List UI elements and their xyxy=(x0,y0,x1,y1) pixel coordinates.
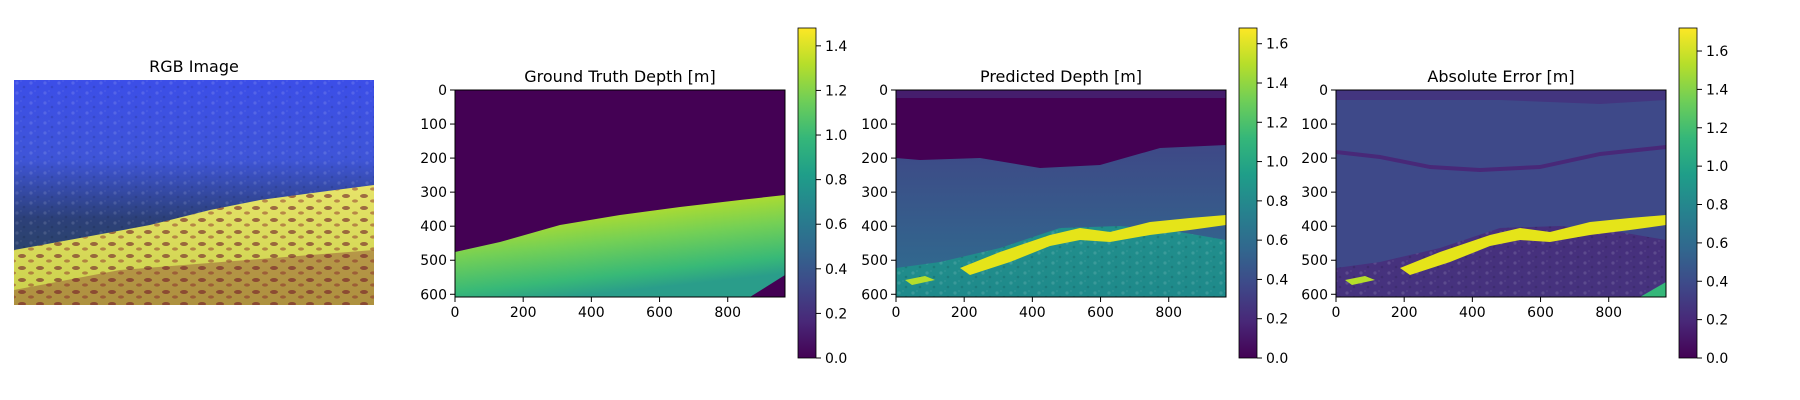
colorbar-tick-label: 0.4 xyxy=(1266,272,1288,288)
pred-y-ticks: 0 100 200 300 400 500 600 xyxy=(861,83,896,303)
err-heatmap xyxy=(1336,90,1666,297)
colorbar-tick-label: 0.2 xyxy=(1706,313,1728,329)
y-tick-label: 600 xyxy=(861,287,888,303)
colorbar-tick-label: 0.4 xyxy=(825,262,847,278)
y-tick-label: 0 xyxy=(879,83,888,99)
x-tick-label: 800 xyxy=(1595,305,1622,321)
colorbar-tick-label: 1.6 xyxy=(1706,44,1728,60)
y-tick-label: 500 xyxy=(1301,253,1328,269)
rgb-image xyxy=(14,80,374,305)
x-tick-label: 800 xyxy=(714,305,741,321)
x-tick-label: 600 xyxy=(646,305,673,321)
colorbar-tick-label: 1.2 xyxy=(1706,121,1728,137)
colorbar-tick-label: 1.0 xyxy=(1706,159,1728,175)
rgb-title: RGB Image xyxy=(149,57,239,76)
colorbar-tick-label: 1.4 xyxy=(825,39,847,55)
y-tick-label: 300 xyxy=(420,185,447,201)
x-tick-label: 400 xyxy=(578,305,605,321)
x-tick-label: 200 xyxy=(951,305,978,321)
gt-colorbar xyxy=(797,27,817,359)
x-tick-label: 600 xyxy=(1087,305,1114,321)
panel-ground-truth: Ground Truth Depth [m] 0 200 400 600 800 0 10… xyxy=(420,27,847,367)
y-tick-label: 400 xyxy=(420,219,447,235)
y-tick-label: 0 xyxy=(438,83,447,99)
x-tick-label: 200 xyxy=(1391,305,1418,321)
colorbar-tick-label: 0.6 xyxy=(1266,233,1288,249)
gt-heatmap xyxy=(455,90,785,297)
gt-title: Ground Truth Depth [m] xyxy=(524,67,715,86)
colorbar-tick-label: 0.2 xyxy=(1266,312,1288,328)
x-tick-label: 0 xyxy=(1332,305,1341,321)
y-tick-label: 500 xyxy=(420,253,447,269)
gt-x-ticks: 0 200 400 600 800 xyxy=(451,297,741,321)
colorbar-tick-label: 0.0 xyxy=(825,351,847,367)
y-tick-label: 300 xyxy=(1301,185,1328,201)
x-tick-label: 0 xyxy=(892,305,901,321)
colorbar-tick-label: 0.8 xyxy=(1266,194,1288,210)
err-x-ticks: 0 200 400 600 800 xyxy=(1332,297,1622,321)
y-tick-label: 100 xyxy=(1301,117,1328,133)
panel-absolute-error: Absolute Error [m] 0 200 400 600 800 0 100 200… xyxy=(1301,27,1728,367)
colorbar-tick-label: 0.6 xyxy=(825,217,847,233)
colorbar-tick-label: 0.6 xyxy=(1706,236,1728,252)
y-tick-label: 600 xyxy=(420,287,447,303)
colorbar-tick-label: 0.8 xyxy=(825,173,847,189)
colorbar-tick-label: 1.0 xyxy=(1266,155,1288,171)
pred-x-ticks: 0 200 400 600 800 xyxy=(892,297,1182,321)
x-tick-label: 200 xyxy=(510,305,537,321)
colorbar-tick-label: 0.8 xyxy=(1706,198,1728,214)
gt-colorbar-ticks: 0.0 0.2 0.4 0.6 0.8 1.0 1.2 1.4 xyxy=(816,39,847,367)
pred-colorbar-ticks: 0.0 0.2 0.4 0.6 0.8 1.0 1.2 1.4 1.6 xyxy=(1257,37,1288,367)
err-y-ticks: 0 100 200 300 400 500 600 xyxy=(1301,83,1336,303)
x-tick-label: 800 xyxy=(1155,305,1182,321)
x-tick-label: 400 xyxy=(1459,305,1486,321)
y-tick-label: 100 xyxy=(420,117,447,133)
colorbar-tick-label: 0.2 xyxy=(825,306,847,322)
panel-predicted-depth: Predicted Depth [m] 0 200 400 600 800 0 100 20… xyxy=(861,27,1288,367)
gt-axes-frame xyxy=(454,89,786,298)
colorbar-tick-label: 1.0 xyxy=(825,128,847,144)
colorbar-tick-label: 0.0 xyxy=(1266,351,1288,367)
pred-heatmap xyxy=(896,90,1226,297)
err-axes-frame xyxy=(1335,89,1667,298)
colorbar-tick-label: 1.2 xyxy=(825,83,847,99)
colorbar-tick-label: 0.4 xyxy=(1706,274,1728,290)
pred-axes-frame xyxy=(895,89,1227,298)
colorbar-tick-label: 1.6 xyxy=(1266,37,1288,53)
err-title: Absolute Error [m] xyxy=(1427,67,1574,86)
err-colorbar-ticks: 0.0 0.2 0.4 0.6 0.8 1.0 1.2 1.4 1.6 xyxy=(1697,44,1728,367)
y-tick-label: 0 xyxy=(1319,83,1328,99)
y-tick-label: 200 xyxy=(861,151,888,167)
colorbar-tick-label: 1.4 xyxy=(1706,82,1728,98)
y-tick-label: 500 xyxy=(861,253,888,269)
y-tick-label: 400 xyxy=(861,219,888,235)
err-colorbar xyxy=(1678,27,1698,359)
y-tick-label: 200 xyxy=(1301,151,1328,167)
x-tick-label: 0 xyxy=(451,305,460,321)
y-tick-label: 300 xyxy=(861,185,888,201)
y-tick-label: 200 xyxy=(420,151,447,167)
gt-y-ticks: 0 100 200 300 400 500 600 xyxy=(420,83,455,303)
panel-rgb-image: RGB Image xyxy=(14,57,374,305)
y-tick-label: 600 xyxy=(1301,287,1328,303)
y-tick-label: 100 xyxy=(861,117,888,133)
pred-colorbar xyxy=(1238,27,1258,359)
colorbar-tick-label: 1.4 xyxy=(1266,76,1288,92)
colorbar-tick-label: 1.2 xyxy=(1266,115,1288,131)
pred-title: Predicted Depth [m] xyxy=(980,67,1142,86)
colorbar-tick-label: 0.0 xyxy=(1706,351,1728,367)
x-tick-label: 600 xyxy=(1527,305,1554,321)
x-tick-label: 400 xyxy=(1019,305,1046,321)
y-tick-label: 400 xyxy=(1301,219,1328,235)
